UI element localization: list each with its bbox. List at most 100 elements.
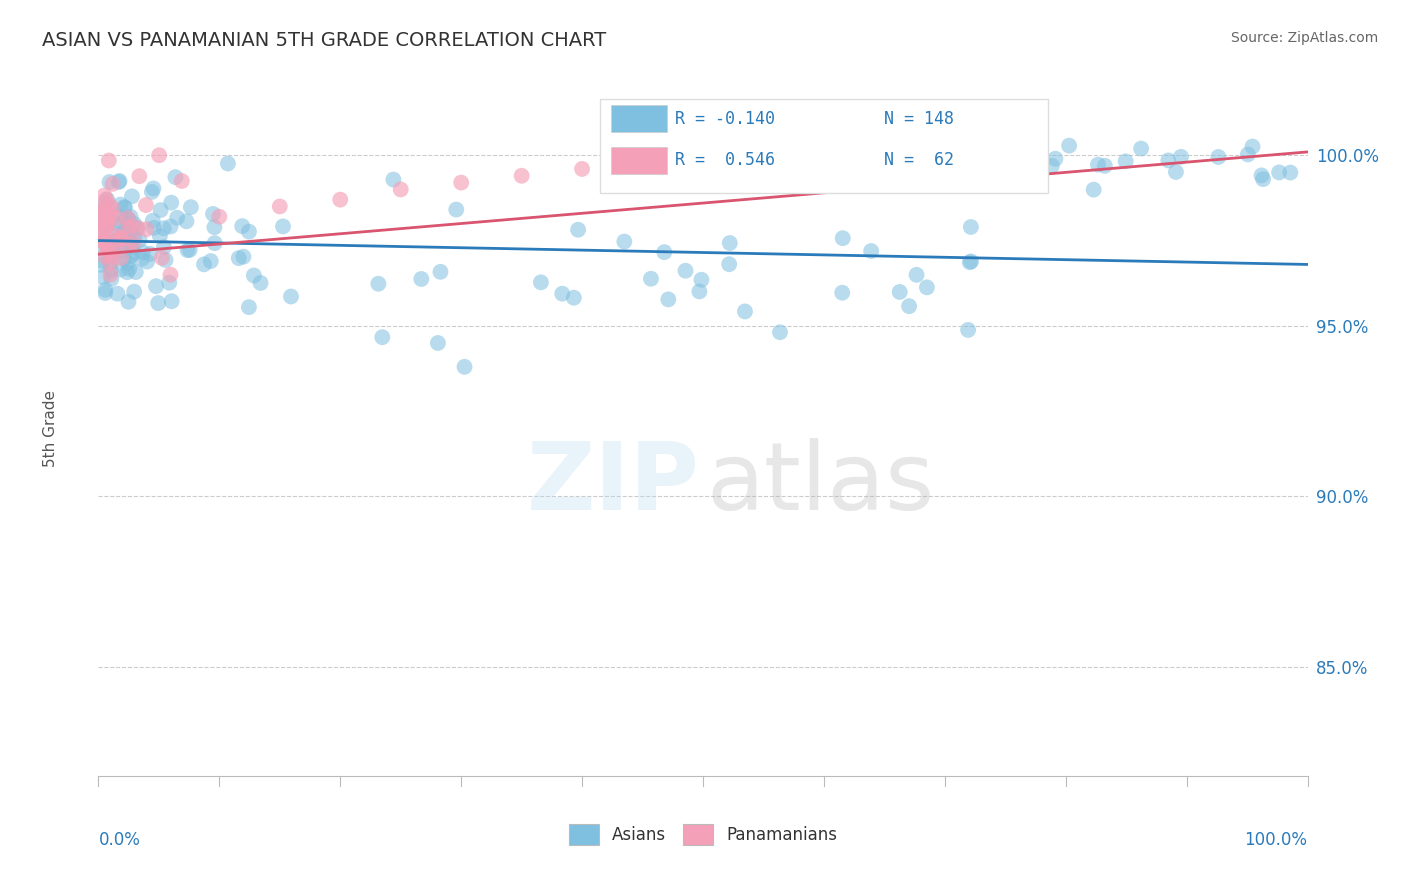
Point (96, 238, 118, 252)
Point (243, 268, 266, 283)
Point (1094, 159, 1116, 173)
Point (1250, 169, 1272, 183)
Point (1057, 138, 1080, 153)
Point (97, 217, 120, 231)
Point (103, 228, 125, 243)
Point (100, 272, 122, 286)
Point (105, 233, 128, 247)
Text: R = -0.140: R = -0.140 (675, 110, 775, 128)
Point (155, 252, 177, 267)
Point (652, 245, 675, 260)
Point (1241, 139, 1264, 153)
Point (121, 189, 143, 203)
Point (271, 219, 294, 234)
Point (510, 169, 533, 183)
Point (1237, 147, 1260, 161)
Point (176, 214, 198, 228)
Point (108, 174, 131, 188)
Point (125, 220, 148, 235)
Point (115, 265, 138, 279)
Point (118, 228, 141, 243)
Point (110, 244, 132, 258)
Point (716, 155, 738, 169)
Point (91, 270, 114, 285)
Point (613, 235, 636, 249)
Point (120, 249, 142, 263)
Point (122, 285, 145, 299)
Text: ASIAN VS PANAMANIAN 5TH GRADE CORRELATION CHART: ASIAN VS PANAMANIAN 5TH GRADE CORRELATIO… (42, 31, 606, 50)
Point (117, 211, 139, 225)
Point (110, 251, 132, 265)
Point (112, 200, 135, 214)
Point (160, 294, 183, 309)
Point (105, 211, 128, 225)
Point (238, 300, 260, 314)
Point (367, 277, 389, 291)
Point (121, 240, 143, 254)
Point (90, 211, 112, 225)
Point (105, 227, 128, 242)
Point (159, 219, 181, 234)
Point (90, 209, 112, 223)
Point (657, 293, 679, 307)
Point (105, 286, 128, 301)
Text: 100.0%: 100.0% (1244, 830, 1308, 848)
Point (91, 240, 114, 254)
Text: atlas: atlas (707, 438, 935, 530)
Point (567, 223, 589, 237)
Point (530, 276, 553, 290)
Text: 5th Grade: 5th Grade (42, 390, 58, 467)
Point (97, 211, 120, 226)
Point (98, 256, 121, 270)
Point (898, 299, 921, 313)
Point (96, 219, 118, 233)
Point (120, 210, 142, 224)
Point (145, 279, 167, 293)
Point (91, 223, 114, 237)
Point (831, 285, 853, 300)
Point (104, 234, 127, 248)
Point (149, 203, 172, 218)
Point (905, 268, 928, 282)
Point (217, 156, 239, 170)
Point (125, 265, 148, 279)
Point (718, 257, 741, 271)
Point (110, 197, 132, 211)
Point (91, 202, 114, 216)
Point (238, 225, 260, 239)
Point (107, 175, 129, 189)
Legend: Asians, Panamanians: Asians, Panamanians (562, 818, 844, 851)
Point (675, 264, 697, 278)
Point (117, 294, 139, 309)
Point (1040, 159, 1063, 173)
Point (176, 243, 198, 257)
Point (813, 148, 835, 162)
Point (204, 236, 226, 251)
Point (105, 233, 128, 247)
Point (153, 240, 176, 254)
Text: Source: ZipAtlas.com: Source: ZipAtlas.com (1230, 31, 1378, 45)
Point (110, 262, 132, 277)
Point (112, 252, 135, 266)
Point (148, 148, 170, 162)
Point (371, 330, 394, 344)
Point (90, 258, 112, 272)
Point (94, 283, 117, 297)
Point (231, 219, 253, 234)
Point (160, 195, 183, 210)
Point (90, 227, 112, 241)
Point (159, 268, 181, 282)
Point (98, 256, 121, 270)
Point (118, 223, 141, 237)
Point (100, 263, 122, 277)
Point (1045, 152, 1067, 166)
Point (551, 286, 574, 301)
Point (446, 202, 468, 217)
Point (94, 207, 117, 221)
Point (193, 257, 215, 271)
Point (180, 200, 202, 214)
Point (131, 252, 153, 266)
Point (117, 221, 139, 235)
Point (228, 251, 250, 265)
Point (734, 304, 756, 318)
